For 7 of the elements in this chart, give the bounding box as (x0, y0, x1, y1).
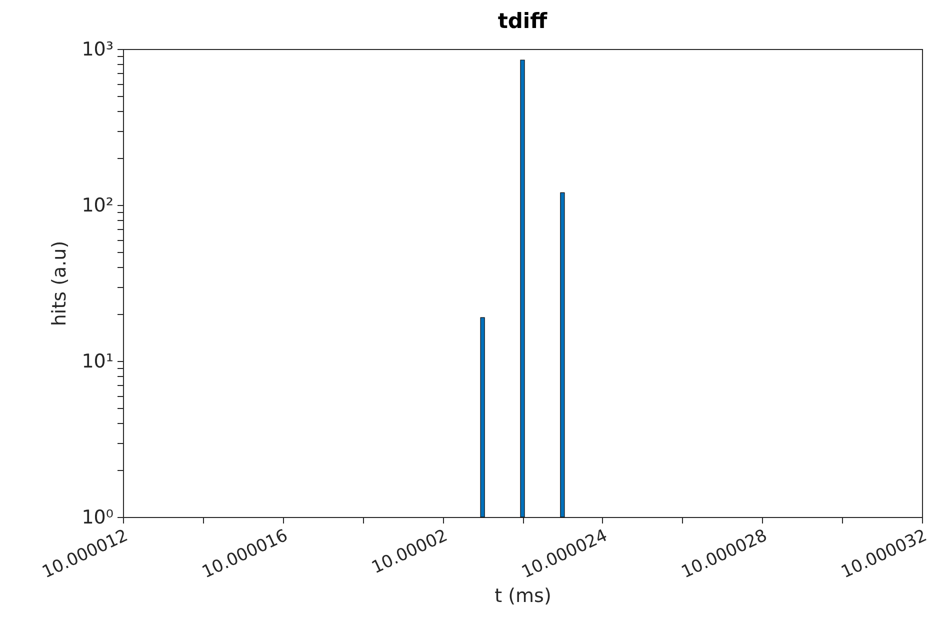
y-tick-label: 10⁰ (82, 506, 114, 528)
chart-title: tdiff (498, 9, 548, 33)
y-tick-label: 10¹ (82, 350, 114, 372)
x-axis-title: t (ms) (494, 584, 552, 607)
y-tick-label: 10³ (82, 38, 114, 60)
y-axis-title: hits (a.u) (48, 240, 71, 326)
y-tick-label: 10² (82, 194, 114, 216)
